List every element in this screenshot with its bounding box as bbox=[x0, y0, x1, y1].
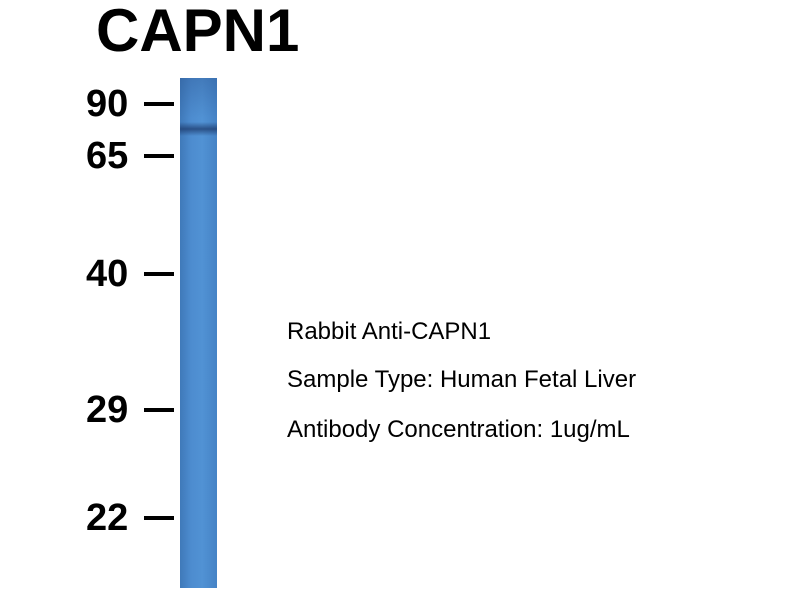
marker-22: 22 bbox=[86, 498, 176, 538]
marker-label: 22 bbox=[86, 497, 129, 539]
marker-90: 90 bbox=[86, 84, 176, 124]
blot-title: CAPN1 bbox=[96, 0, 300, 64]
marker-tick bbox=[144, 154, 174, 158]
marker-29: 29 bbox=[86, 390, 176, 430]
blot-lane bbox=[180, 78, 217, 588]
marker-label: 65 bbox=[86, 135, 129, 177]
marker-label: 90 bbox=[86, 83, 129, 125]
marker-tick bbox=[144, 272, 174, 276]
antibody-label: Rabbit Anti-CAPN1 bbox=[287, 318, 492, 345]
concentration-label: Antibody Concentration: 1ug/mL bbox=[287, 416, 630, 443]
marker-tick bbox=[144, 102, 174, 106]
marker-tick bbox=[144, 408, 174, 412]
marker-65: 65 bbox=[86, 136, 176, 176]
lane-shading bbox=[180, 78, 217, 118]
marker-40: 40 bbox=[86, 254, 176, 294]
protein-band bbox=[180, 122, 217, 136]
marker-label: 40 bbox=[86, 253, 129, 295]
marker-label: 29 bbox=[86, 389, 129, 431]
marker-tick bbox=[144, 516, 174, 520]
sample-type-label: Sample Type: Human Fetal Liver bbox=[287, 366, 637, 393]
